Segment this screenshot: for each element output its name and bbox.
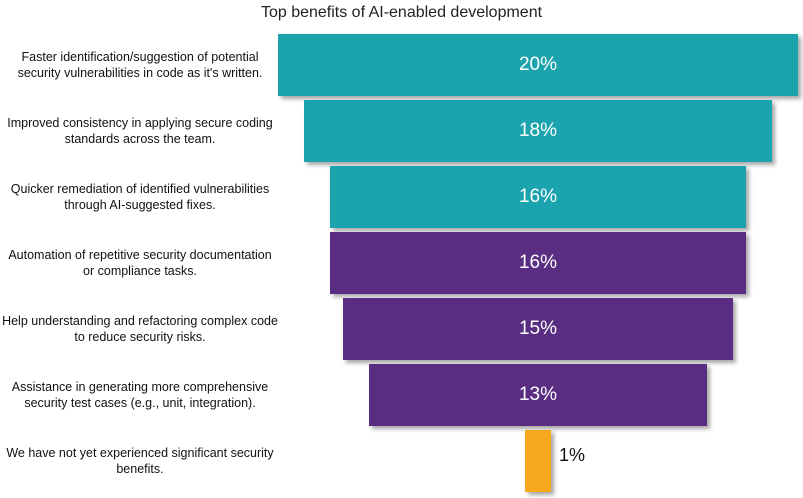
funnel-bar xyxy=(343,298,733,360)
value-label: 20% xyxy=(518,54,558,75)
category-label: Automation of repetitive security docume… xyxy=(2,232,278,294)
value-label: 15% xyxy=(518,318,558,339)
category-label: Improved consistency in applying secure … xyxy=(2,100,278,162)
value-label: 16% xyxy=(518,186,558,207)
funnel-bar xyxy=(304,100,772,162)
value-label: 18% xyxy=(518,120,558,141)
category-text: Automation of repetitive security docume… xyxy=(8,248,272,278)
category-text: Quicker remediation of identified vulner… xyxy=(10,182,270,212)
funnel-bar xyxy=(330,232,746,294)
category-label: Help understanding and refactoring compl… xyxy=(2,298,278,360)
category-label: Quicker remediation of identified vulner… xyxy=(2,166,278,228)
funnel-bar xyxy=(369,364,707,426)
category-label: Assistance in generating more comprehens… xyxy=(2,364,278,426)
category-text: Assistance in generating more comprehens… xyxy=(11,380,269,410)
funnel-bar xyxy=(330,166,746,228)
funnel-bar xyxy=(525,430,551,492)
value-label: 13% xyxy=(518,384,558,405)
category-text: Help understanding and refactoring compl… xyxy=(2,314,278,344)
category-text: We have not yet experienced significant … xyxy=(6,446,274,476)
category-label: Faster identification/suggestion of pote… xyxy=(2,34,278,96)
category-text: Faster identification/suggestion of pote… xyxy=(17,50,263,80)
value-label: 1% xyxy=(559,445,586,465)
category-text: Improved consistency in applying secure … xyxy=(7,116,273,146)
category-label: We have not yet experienced significant … xyxy=(2,430,278,492)
value-label: 16% xyxy=(518,252,558,273)
funnel-bar xyxy=(278,34,798,96)
chart-title: Top benefits of AI-enabled development xyxy=(260,4,543,21)
